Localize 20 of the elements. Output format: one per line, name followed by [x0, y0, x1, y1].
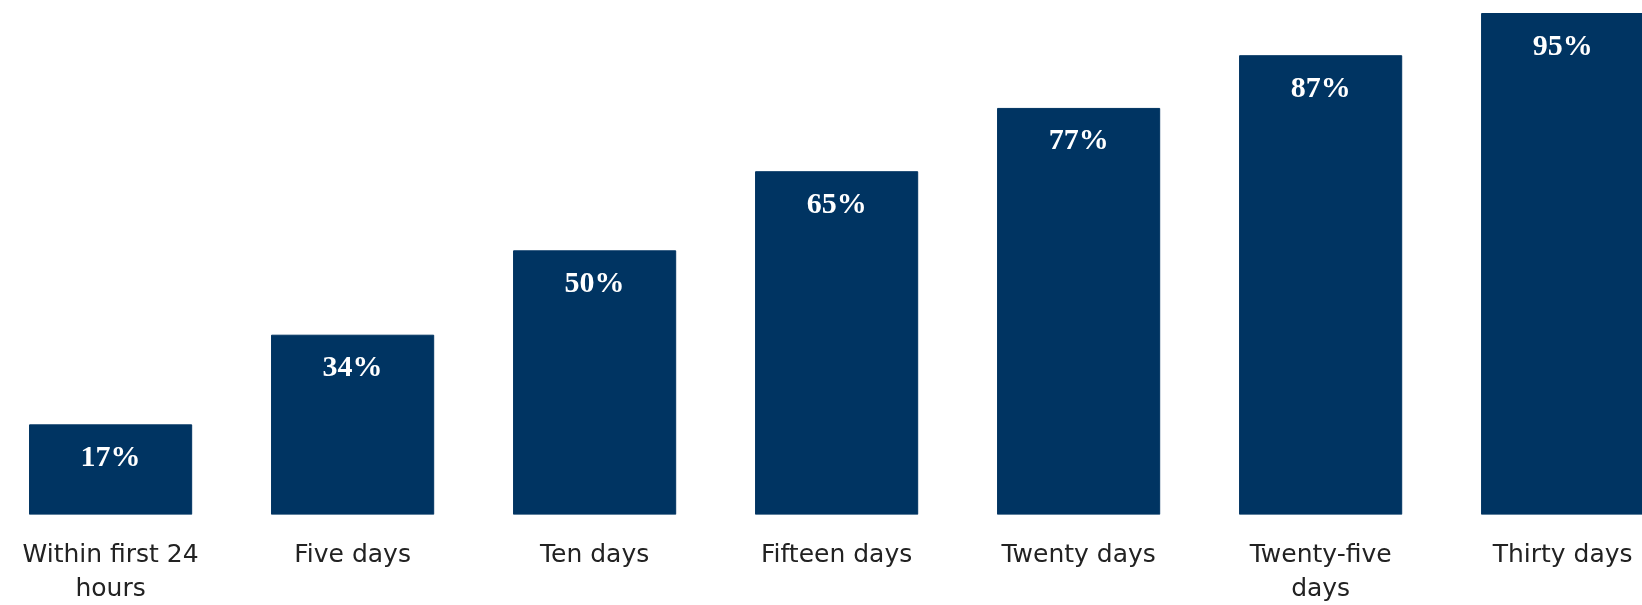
data-label: 65% [806, 185, 867, 219]
data-label: 34% [322, 349, 383, 383]
bar [1239, 55, 1403, 515]
x-tick-label: Five days [294, 538, 411, 568]
x-tick-label: Ten days [539, 538, 650, 568]
x-tick-label: Thirty days [1491, 538, 1633, 568]
data-label: 87% [1290, 69, 1351, 103]
x-tick-label: Twenty days [1000, 538, 1156, 568]
x-tick-label: Within first 24 hours [22, 538, 199, 603]
bar [755, 171, 919, 515]
bar [271, 334, 435, 515]
data-label: 95% [1532, 27, 1593, 61]
x-tick-label: Twenty-five days [1248, 538, 1392, 603]
bar [29, 424, 193, 515]
bar [513, 250, 677, 515]
data-label: 77% [1048, 122, 1109, 156]
data-label: 50% [564, 264, 625, 298]
x-tick-label: Fifteen days [761, 538, 913, 568]
data-label: 17% [80, 438, 141, 472]
bar [997, 107, 1161, 515]
